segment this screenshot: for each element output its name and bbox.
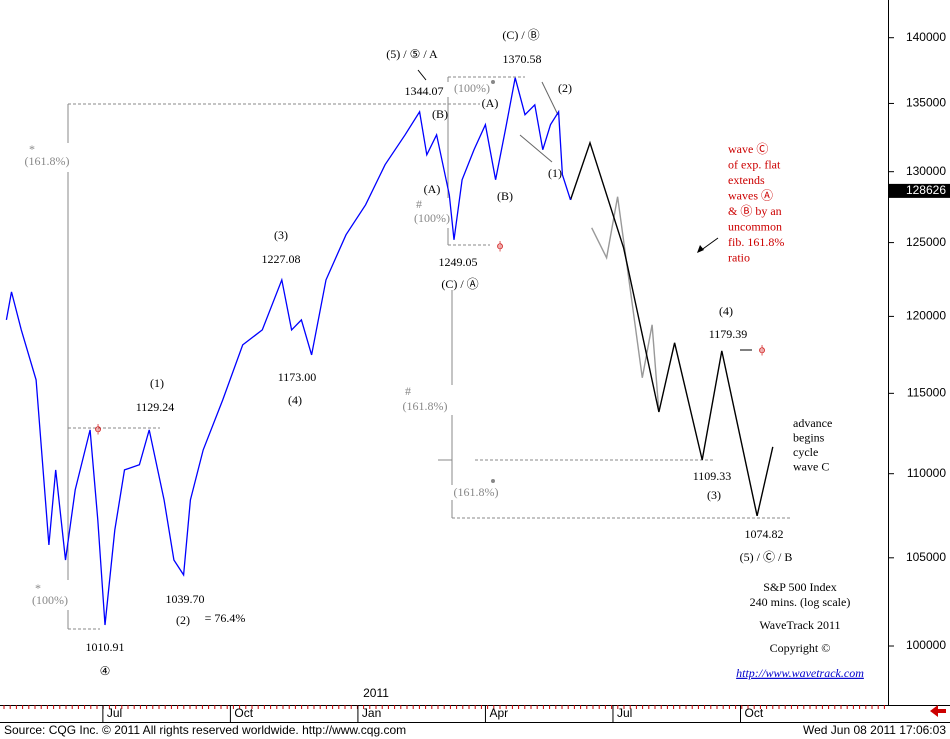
annotation: (A) [424,182,441,196]
annotation: 1109.33 [693,469,732,483]
y-tick-label: 120000 [906,309,946,323]
x-year-label: 2011 [363,686,389,700]
red-note: ratio [728,250,750,264]
annotation: ϕ [95,421,101,435]
dot [491,479,495,483]
annotation: (A) [482,96,499,110]
y-tick-label: 100000 [906,638,946,652]
annotation: (161.8%) [454,485,499,499]
annotation: (C) / Ⓑ [502,28,539,42]
scroll-arrow[interactable] [930,705,946,717]
y-tick-label: 125000 [906,235,946,249]
annotation: (5) / Ⓒ / B [740,550,793,564]
annotation: (3) [707,488,721,502]
annotation: 1227.08 [262,252,301,266]
annotation: (161.8%) [25,154,70,168]
annotation: (5) / ⑤ / A [386,47,438,61]
pointer [417,69,427,81]
info-text: 240 mins. (log scale) [750,595,851,609]
annotation: * [29,142,35,156]
annotation: (C) / Ⓐ [441,277,478,291]
red-note: extends [728,173,765,187]
advance-note: cycle [793,445,818,459]
annotation: 1344.07 [405,84,444,98]
red-note: & Ⓑ by an [728,204,782,218]
y-tick-label: 130000 [906,164,946,178]
link[interactable]: http://www.wavetrack.com [736,666,864,680]
x-tick-label: Oct [744,706,763,720]
annotation: (100%) [32,593,68,607]
last-value-box [889,183,950,198]
x-tick-label: Apr [489,706,508,720]
annotation: (100%) [454,81,490,95]
annotation: 1173.00 [278,370,317,384]
annotation: * [35,581,41,595]
annotation: 1179.39 [709,327,748,341]
dot [491,80,495,84]
annotation: ϕ [759,342,765,356]
pointer [541,81,559,116]
annotation: (B) [497,189,513,203]
fib-guides [67,69,790,630]
info-text: Copyright © [770,641,831,655]
annotation: 1129.24 [136,400,175,414]
annotation: ϕ [497,238,503,252]
red-note: waves Ⓐ [728,188,773,202]
annotation: (2) [558,81,572,95]
red-note: fib. 161.8% [728,235,784,249]
advance-note: advance [793,416,832,430]
annotation: (100%) [414,211,450,225]
annotation: (3) [274,228,288,242]
y-tick-label: 115000 [907,386,946,400]
advance-note: begins [793,430,825,444]
pointer [519,134,553,163]
last-value-label: 128626 [906,183,946,197]
annotation: # [416,197,422,211]
y-tick-label: 140000 [906,30,946,44]
x-tick-label: Jul [107,706,122,720]
series-line [5,77,572,626]
annotation: 1010.91 [86,640,125,654]
annotation: (4) [719,304,733,318]
red-note: of exp. flat [728,157,781,171]
annotation: 1074.82 [745,527,784,541]
annotation: (2) [176,613,190,627]
y-tick-label: 105000 [906,550,946,564]
info-text: S&P 500 Index [763,580,837,594]
red-note: wave Ⓒ [728,142,768,156]
annotation: (4) [288,393,302,407]
y-tick-label: 110000 [907,466,946,480]
annotation: (1) [548,166,562,180]
series-line [591,196,660,413]
annotation: 1249.05 [439,255,478,269]
advance-note: wave C [793,459,829,473]
footer-timestamp: Wed Jun 08 2011 17:06:03 [803,723,946,737]
annotation: 1370.58 [503,52,542,66]
x-tick-label: Jul [617,706,632,720]
red-note: uncommon [728,219,782,233]
annotation: (1) [150,376,164,390]
footer-source: Source: CQG Inc. © 2011 All rights reser… [4,723,406,737]
link-text[interactable]: http://www.wavetrack.com [736,666,864,680]
annotation: ④ [100,664,111,678]
info-text: WaveTrack 2011 [759,618,840,632]
arrow-head [697,245,704,253]
annotation: (B) [432,107,448,121]
series-line [569,140,774,517]
annotation: = 76.4% [205,611,246,625]
annotation: 1039.70 [166,592,205,606]
y-tick-label: 135000 [906,96,946,110]
annotation: # [405,384,411,398]
x-tick-label: Oct [234,706,253,720]
x-tick-label: Jan [362,706,381,720]
annotation: (161.8%) [403,399,448,413]
